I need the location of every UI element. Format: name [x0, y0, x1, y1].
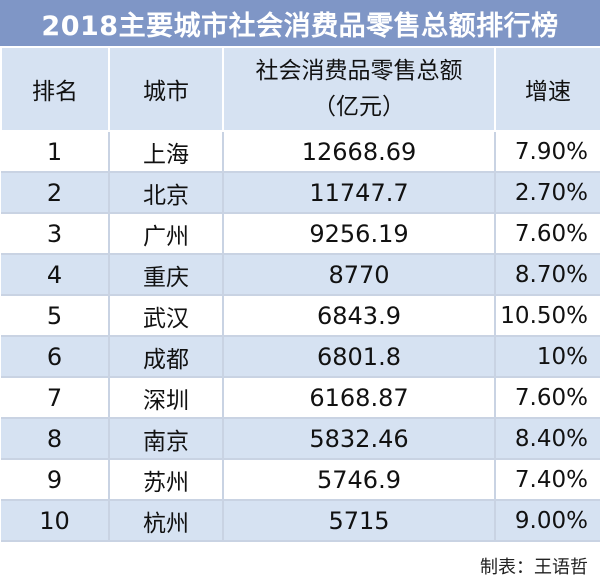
rank-cell: 5	[1, 294, 110, 337]
header-amount-line1: 社会消费品零售总额	[255, 58, 463, 84]
table-row: 8 南京 5832.46 8.40%	[1, 417, 600, 460]
growth-cell: 7.90%	[495, 130, 600, 173]
table-row: 4 重庆 8770 8.70%	[1, 253, 600, 296]
city-cell: 南京	[109, 417, 224, 460]
table-row: 6 成都 6801.8 10%	[1, 335, 600, 378]
city-cell: 重庆	[109, 253, 224, 296]
header-rank: 排名	[0, 46, 110, 132]
growth-cell: 7.40%	[495, 458, 600, 501]
amount-cell: 5715	[223, 499, 496, 542]
header-amount: 社会消费品零售总额 （亿元）	[222, 46, 496, 132]
rank-cell: 7	[1, 376, 110, 419]
rank-cell: 2	[1, 171, 110, 214]
table-row: 7 深圳 6168.87 7.60%	[1, 376, 600, 419]
table-row: 3 广州 9256.19 7.60%	[1, 212, 600, 255]
header-row: 排名 城市 社会消费品零售总额 （亿元） 增速	[0, 46, 600, 132]
growth-cell: 7.60%	[495, 376, 600, 419]
header-city: 城市	[108, 46, 224, 132]
table-row: 10 杭州 5715 9.00%	[1, 499, 600, 542]
amount-cell: 6168.87	[223, 376, 496, 419]
rank-cell: 6	[1, 335, 110, 378]
header-growth: 增速	[494, 46, 600, 132]
amount-cell: 6843.9	[223, 294, 496, 337]
amount-cell: 8770	[223, 253, 496, 296]
rank-cell: 4	[1, 253, 110, 296]
amount-cell: 6801.8	[223, 335, 496, 378]
growth-cell: 8.40%	[495, 417, 600, 460]
amount-cell: 12668.69	[223, 130, 496, 173]
growth-cell: 2.70%	[495, 171, 600, 214]
city-cell: 广州	[109, 212, 224, 255]
table-title: 2018主要城市社会消费品零售总额排行榜	[0, 0, 600, 46]
rank-cell: 1	[1, 130, 110, 173]
city-cell: 成都	[109, 335, 224, 378]
amount-cell: 11747.7	[223, 171, 496, 214]
growth-cell: 9.00%	[495, 499, 600, 542]
header-amount-line2: （亿元）	[313, 94, 405, 120]
amount-cell: 5746.9	[223, 458, 496, 501]
rank-cell: 10	[1, 499, 110, 542]
city-cell: 北京	[109, 171, 224, 214]
city-cell: 武汉	[109, 294, 224, 337]
amount-cell: 5832.46	[223, 417, 496, 460]
growth-cell: 8.70%	[495, 253, 600, 296]
city-cell: 杭州	[109, 499, 224, 542]
table-row: 2 北京 11747.7 2.70%	[1, 171, 600, 214]
rank-cell: 9	[1, 458, 110, 501]
ranking-table: 排名 城市 社会消费品零售总额 （亿元） 增速 1 上海 12668.69 7.90%…	[0, 46, 600, 542]
table-row: 1 上海 12668.69 7.90%	[1, 130, 600, 173]
city-cell: 深圳	[109, 376, 224, 419]
city-cell: 上海	[109, 130, 224, 173]
city-cell: 苏州	[109, 458, 224, 501]
growth-cell: 10%	[495, 335, 600, 378]
amount-cell: 9256.19	[223, 212, 496, 255]
credit-note: 制表：王语哲	[480, 557, 588, 578]
table-row: 5 武汉 6843.9 10.50%	[1, 294, 600, 337]
growth-cell: 7.60%	[495, 212, 600, 255]
growth-cell: 10.50%	[495, 294, 600, 337]
table-row: 9 苏州 5746.9 7.40%	[1, 458, 600, 501]
rank-cell: 8	[1, 417, 110, 460]
rank-cell: 3	[1, 212, 110, 255]
